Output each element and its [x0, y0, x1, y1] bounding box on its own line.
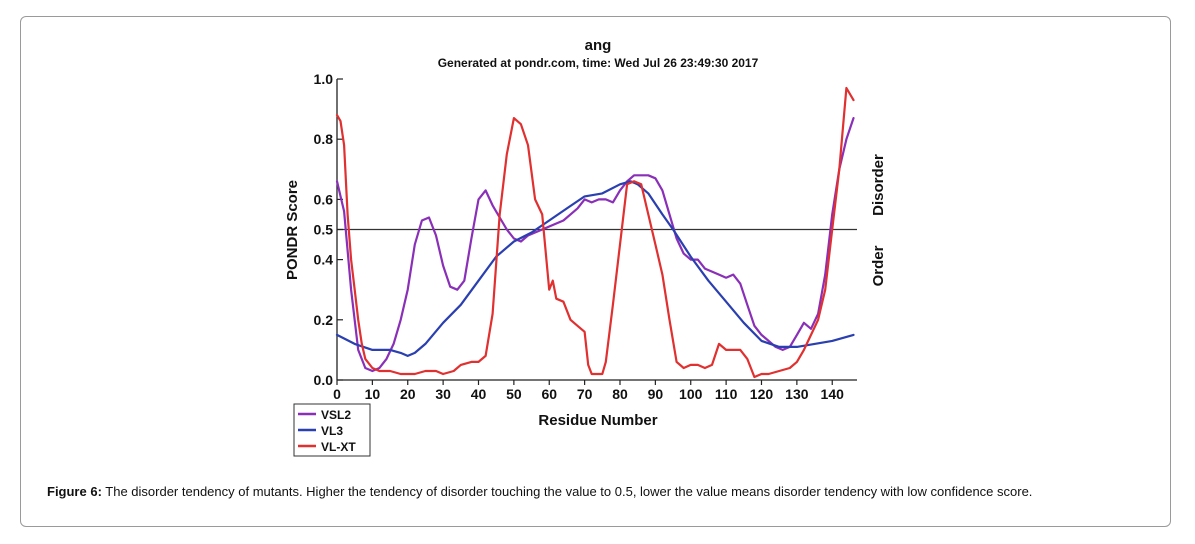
y-tick-label: 0.0 [314, 372, 334, 388]
legend-entry: VSL2 [321, 408, 351, 422]
chart-subtitle: Generated at pondr.com, time: Wed Jul 26… [438, 56, 759, 70]
y-tick-label: 0.5 [314, 222, 334, 238]
series-group [335, 86, 855, 379]
x-tick-label: 30 [435, 386, 451, 402]
legend-entry: VL3 [321, 424, 343, 438]
x-tick-label: 90 [648, 386, 664, 402]
x-tick-label: 50 [506, 386, 522, 402]
series-line-vl3 [335, 180, 855, 357]
x-tick-label: 110 [715, 386, 738, 402]
y-axis-label: PONDR Score [284, 180, 301, 280]
y-tick-label: 0.4 [314, 252, 334, 268]
x-tick-label: 130 [785, 386, 809, 402]
figure-frame [20, 16, 1171, 527]
caption-text: The disorder tendency of mutants. Higher… [101, 484, 1033, 499]
pondr-chart: ang Generated at pondr.com, time: Wed Ju… [284, 37, 887, 457]
x-tick-label: 70 [577, 386, 593, 402]
y-tick-label: 0.6 [314, 191, 334, 207]
figure-caption: Figure 6: The disorder tendency of mutan… [47, 483, 1147, 500]
x-tick-label: 80 [612, 386, 628, 402]
legend: VSL2 VL3 VL-XT [293, 403, 371, 457]
chart-title: ang [585, 37, 612, 54]
x-axis-label: Residue Number [538, 412, 657, 429]
x-tick-label: 60 [541, 386, 557, 402]
disorder-label: Disorder [870, 154, 887, 216]
y-tick-label: 0.8 [314, 131, 334, 147]
chart-axes: 0.0 0.2 0.4 0.5 0.6 0.8 1.0 0 10 20 30 40 50 60 70 80 90… [314, 71, 857, 402]
series-line-vl-xt [335, 86, 855, 379]
legend-entry: VL-XT [321, 440, 356, 454]
y-tick-label: 0.2 [314, 312, 334, 328]
caption-label: Figure 6: [47, 484, 102, 499]
x-tick-label: 140 [821, 386, 845, 402]
x-tick-label: 120 [750, 386, 774, 402]
x-tick-label: 20 [400, 386, 416, 402]
y-tick-label: 1.0 [314, 71, 334, 87]
x-tick-label: 100 [679, 386, 703, 402]
x-tick-label: 40 [471, 386, 487, 402]
x-tick-label: 0 [333, 386, 341, 402]
x-tick-label: 10 [365, 386, 381, 402]
series-line-vsl2 [335, 117, 855, 373]
order-label: Order [870, 245, 887, 286]
